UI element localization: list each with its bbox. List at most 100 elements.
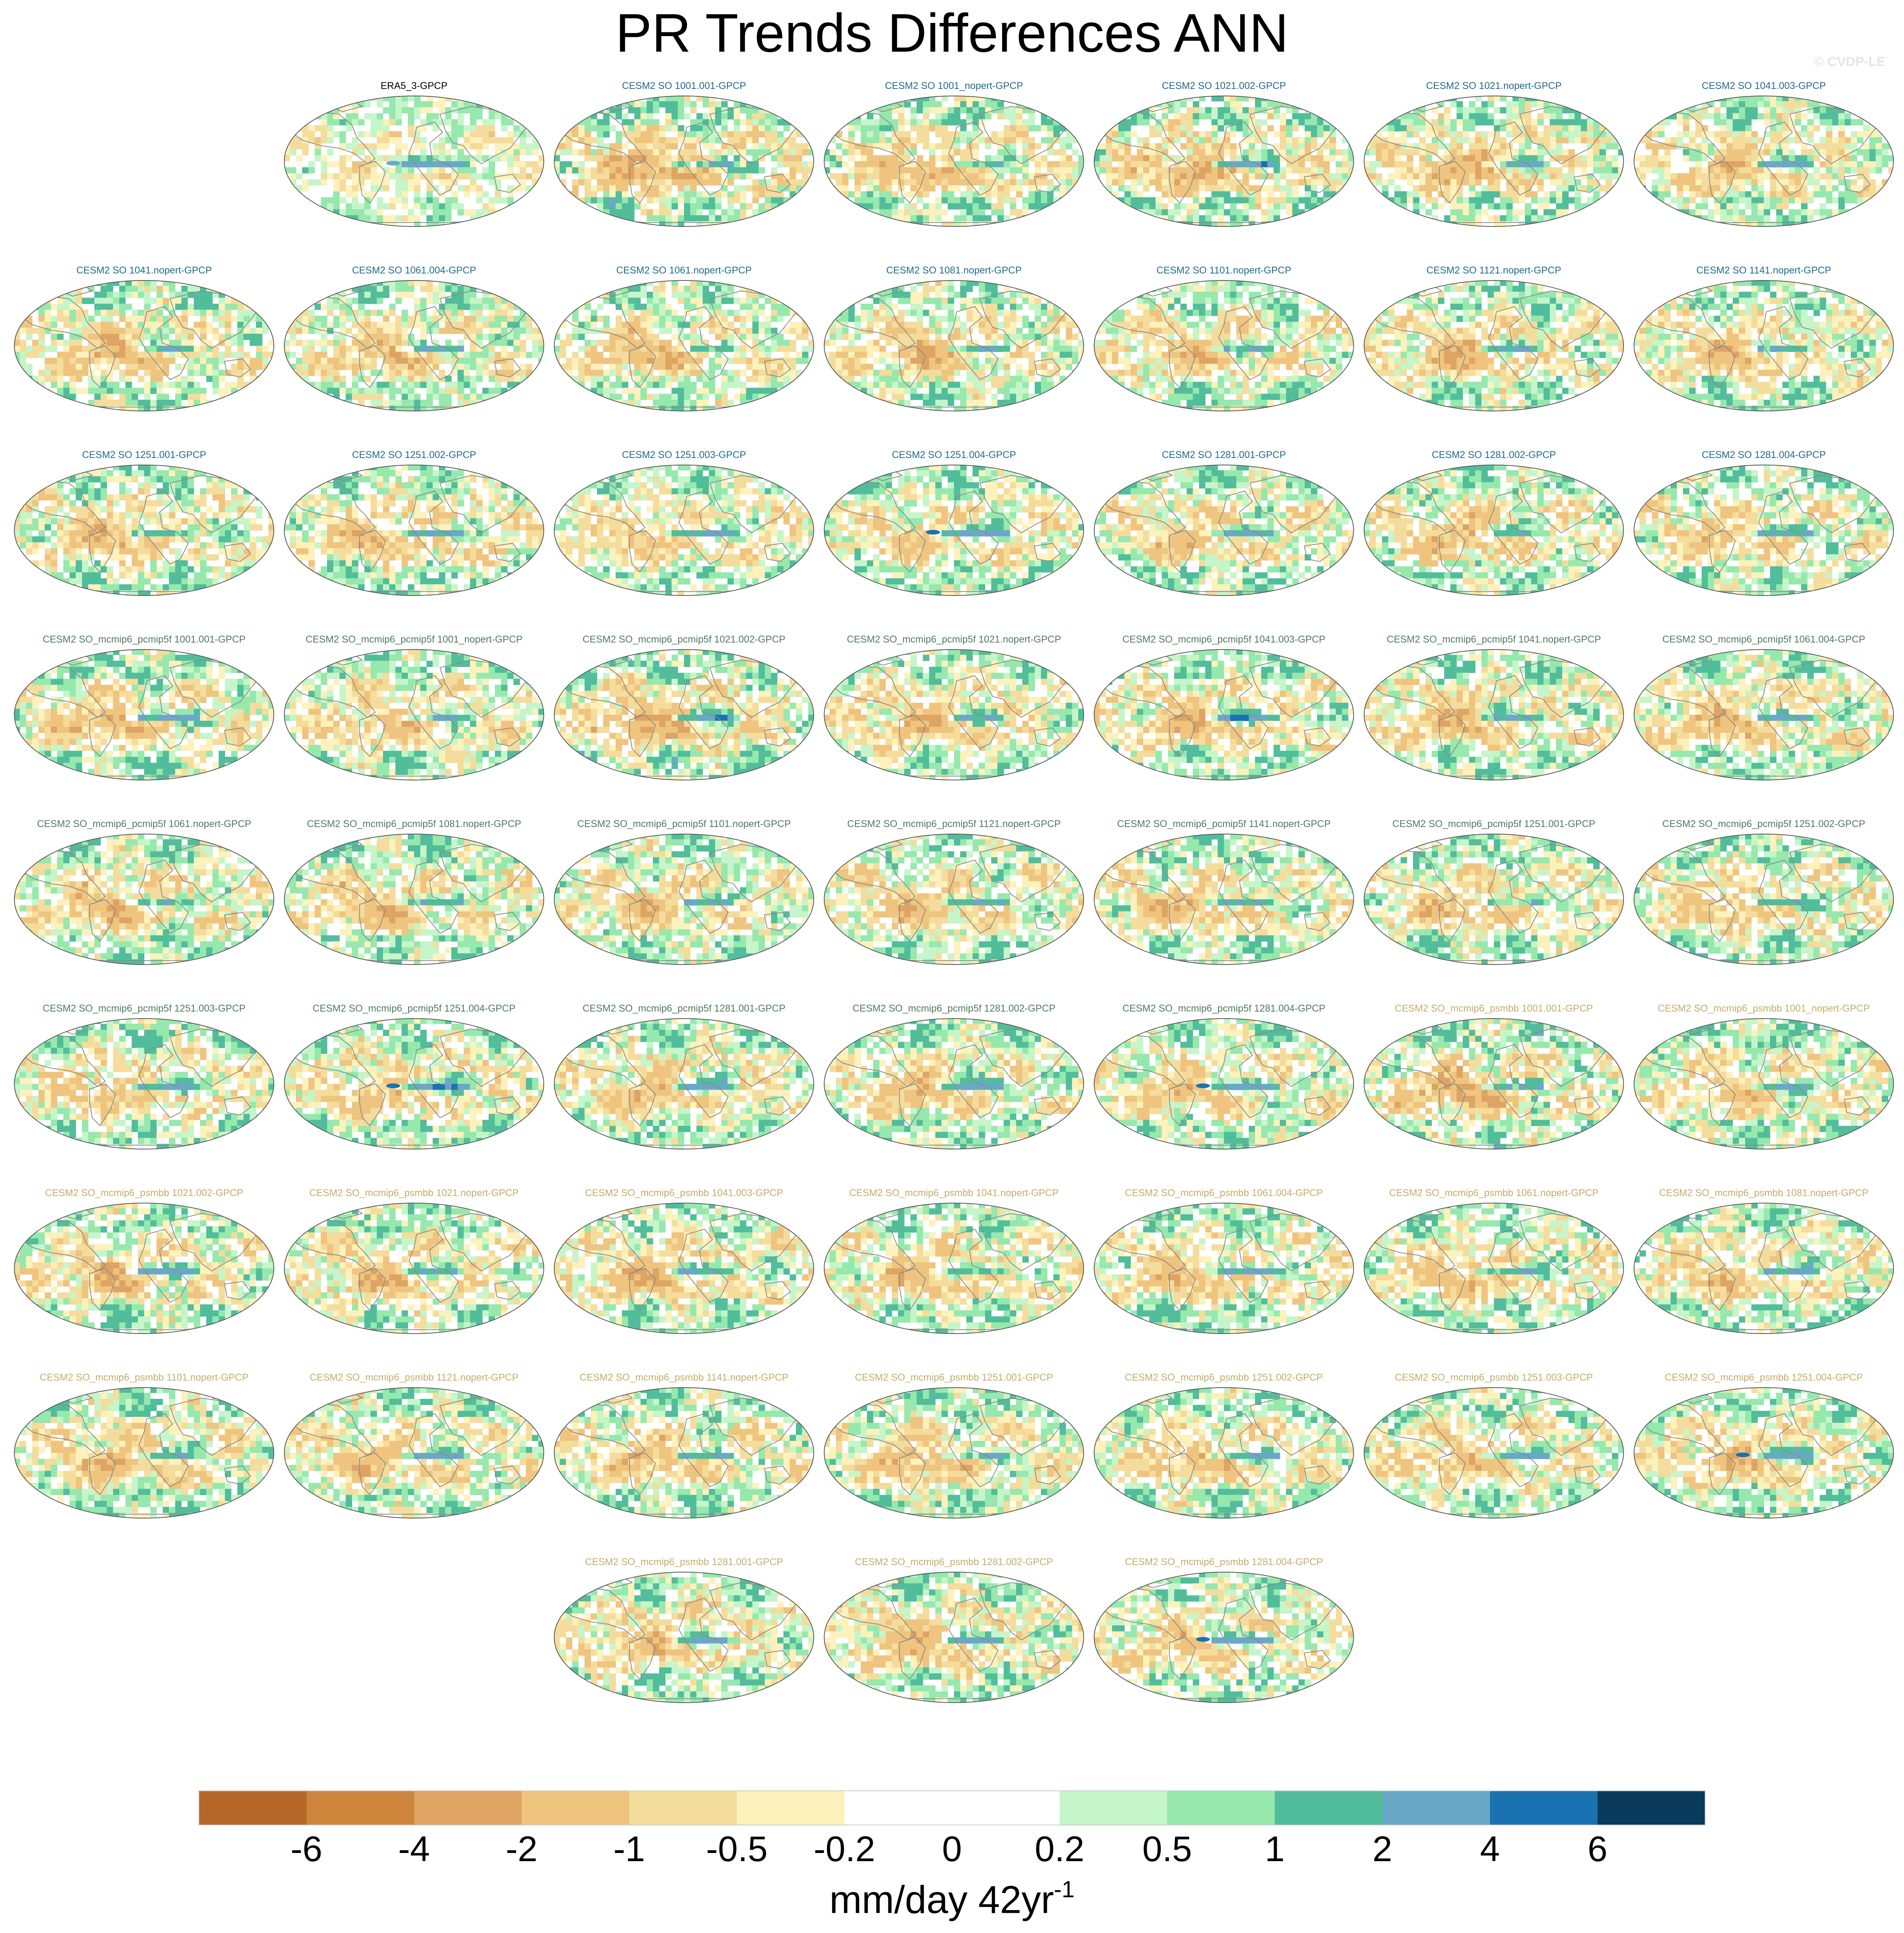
trend-cell xyxy=(684,179,691,186)
trend-cell xyxy=(979,209,985,216)
trend-cell xyxy=(1376,113,1382,120)
trend-cell xyxy=(1112,173,1119,179)
trend-cell xyxy=(948,137,954,144)
trend-cell xyxy=(609,161,616,168)
trend-cell xyxy=(1211,143,1218,150)
trend-cell xyxy=(917,215,923,222)
trend-cell xyxy=(929,143,936,150)
trend-cell xyxy=(1267,125,1274,132)
trend-cell xyxy=(727,131,734,138)
trend-cell xyxy=(107,303,113,310)
trend-cell xyxy=(1311,197,1317,204)
trend-cell xyxy=(653,107,660,113)
trend-cell xyxy=(212,346,219,352)
trend-cell xyxy=(1444,179,1451,186)
trend-cell xyxy=(470,185,477,192)
trend-cell xyxy=(1795,215,1801,222)
trend-cell xyxy=(923,119,929,125)
trend-cell xyxy=(790,215,796,222)
coastline xyxy=(764,174,791,193)
trend-cell xyxy=(439,155,446,162)
trend-cell xyxy=(1305,101,1311,108)
trend-cell xyxy=(1066,215,1072,222)
trend-cell xyxy=(684,173,691,179)
trend-cell xyxy=(470,161,477,168)
trend-cell xyxy=(352,137,359,144)
trend-cell xyxy=(1689,113,1696,120)
trend-cell xyxy=(439,137,446,144)
trend-cell xyxy=(1820,143,1826,150)
trend-cell xyxy=(107,357,113,364)
trend-cell xyxy=(1612,173,1619,179)
trend-cell xyxy=(923,131,929,138)
trend-cell xyxy=(721,119,728,125)
trend-cell xyxy=(1457,215,1463,222)
trend-cell xyxy=(1047,179,1054,186)
trend-cell xyxy=(532,161,539,168)
trend-cell xyxy=(125,340,132,346)
trend-cell xyxy=(507,197,514,204)
trend-cell xyxy=(1053,167,1060,174)
trend-cell xyxy=(672,197,678,204)
trend-cell xyxy=(1519,197,1525,204)
trend-cell xyxy=(1714,209,1721,216)
trend-cell xyxy=(1568,125,1575,132)
trend-cell xyxy=(634,203,641,210)
trend-cell xyxy=(659,203,666,210)
trend-cell xyxy=(802,221,809,226)
trend-cell xyxy=(1664,191,1671,198)
trend-cell xyxy=(371,131,377,138)
trend-cell xyxy=(597,203,604,210)
trend-cell xyxy=(1022,179,1029,186)
trend-cell xyxy=(1801,197,1808,204)
trend-cell xyxy=(1519,179,1525,186)
trend-cell xyxy=(45,327,51,334)
trend-cell xyxy=(1193,215,1199,222)
trend-cell xyxy=(867,149,874,156)
trend-cell xyxy=(1863,167,1870,174)
trend-cell xyxy=(1845,96,1851,102)
trend-cell xyxy=(1156,161,1162,168)
trend-cell xyxy=(1494,143,1500,150)
trend-cell xyxy=(1029,125,1035,132)
trend-cell xyxy=(1845,167,1851,174)
trend-cell xyxy=(262,357,269,364)
trend-cell xyxy=(954,113,961,120)
trend-cell xyxy=(194,286,200,292)
trend-cell xyxy=(1689,155,1696,162)
trend-cell xyxy=(824,96,830,102)
trend-cell xyxy=(402,143,408,150)
trend-cell xyxy=(1218,215,1224,222)
trend-cell xyxy=(848,131,855,138)
trend-cell xyxy=(1035,215,1041,222)
trend-cell xyxy=(929,167,936,174)
trend-cell xyxy=(991,161,998,168)
trend-cell xyxy=(1702,96,1708,102)
trend-cell xyxy=(985,143,992,150)
trend-cell xyxy=(1230,96,1237,102)
trend-cell xyxy=(696,215,703,222)
trend-cell xyxy=(1394,167,1401,174)
trend-cell xyxy=(935,173,942,179)
trend-cell xyxy=(181,298,188,304)
trend-cell xyxy=(284,179,290,186)
trend-cell xyxy=(672,96,678,102)
trend-cell xyxy=(867,197,874,204)
trend-cell xyxy=(1078,161,1084,168)
trend-cell xyxy=(76,346,82,352)
trend-cell xyxy=(1581,137,1587,144)
trend-cell xyxy=(315,155,321,162)
trend-cell xyxy=(1708,179,1714,186)
trend-cell xyxy=(1481,185,1488,192)
trend-cell xyxy=(538,161,544,168)
trend-cell xyxy=(495,143,501,150)
trend-cell xyxy=(1720,179,1727,186)
trend-cell xyxy=(1795,155,1801,162)
trend-cell xyxy=(1094,96,1100,102)
trend-cell xyxy=(377,125,383,132)
trend-cell xyxy=(752,167,759,174)
trend-cell xyxy=(942,119,948,125)
trend-cell xyxy=(426,161,433,168)
trend-cell xyxy=(1575,96,1581,102)
trend-cell xyxy=(163,357,169,364)
